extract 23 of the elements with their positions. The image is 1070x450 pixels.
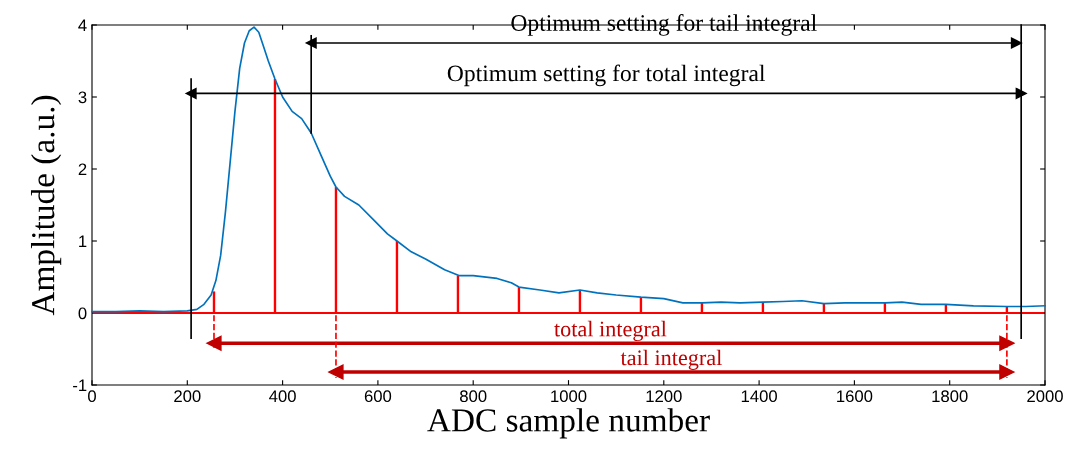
x-tick-label: 600 xyxy=(364,390,392,403)
y-tick-label: 4 xyxy=(78,19,87,32)
x-tick-label: 1400 xyxy=(741,390,777,403)
x-tick-label: 0 xyxy=(88,390,96,403)
y-tick-label: 0 xyxy=(78,307,87,320)
y-tick-label: 2 xyxy=(78,163,87,176)
annotation: tail integral xyxy=(620,349,722,370)
x-axis-title: ADC sample number xyxy=(427,408,710,439)
annotation: Optimum setting for total integral xyxy=(447,64,766,87)
x-tick-label: 400 xyxy=(269,390,296,403)
x-tick-label: 800 xyxy=(460,390,487,403)
y-tick-label: 3 xyxy=(78,91,87,104)
y-axis-title: Amplitude (a.u.) xyxy=(30,95,62,316)
y-tick-label: 1 xyxy=(79,235,87,248)
x-tick-label: 2000 xyxy=(1027,390,1063,403)
x-tick-label: 1800 xyxy=(932,390,968,403)
annotation: Optimum setting for tail integral xyxy=(511,14,817,36)
x-tick-label: 1200 xyxy=(646,390,682,403)
x-tick-label: 1000 xyxy=(551,390,587,403)
x-tick-label: 200 xyxy=(174,390,201,403)
x-tick-label: 1600 xyxy=(837,390,873,403)
annotation: total integral xyxy=(554,320,667,342)
y-tick-label: -1 xyxy=(73,379,87,392)
